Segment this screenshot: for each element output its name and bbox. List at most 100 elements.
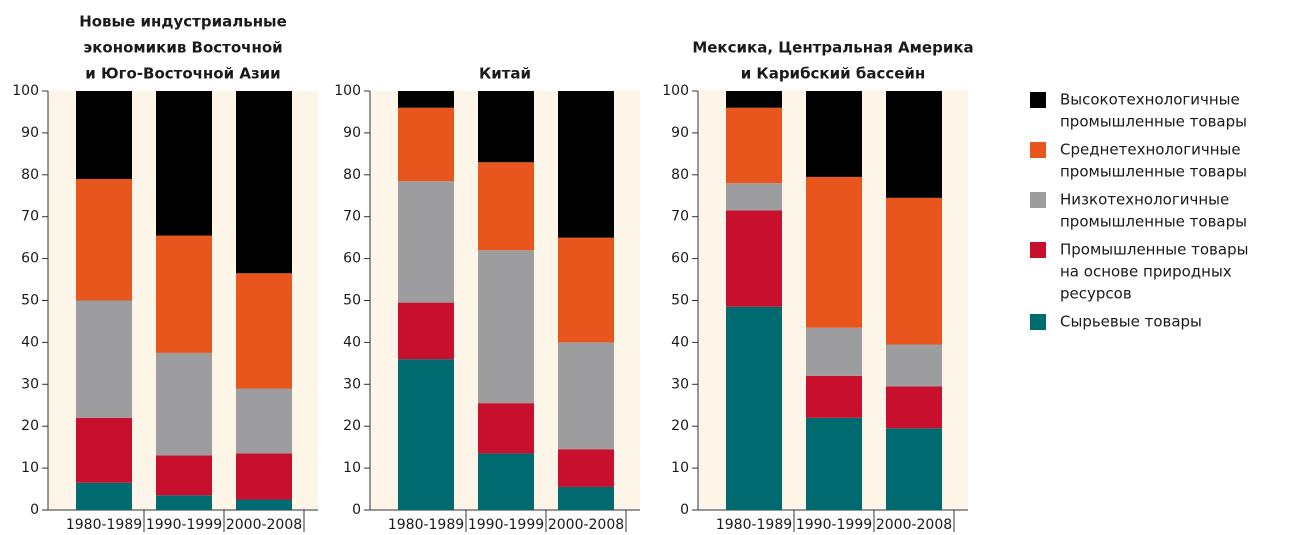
- chart-title: Китай: [479, 65, 531, 83]
- y-tick-label: 80: [21, 167, 39, 183]
- bar-segment: [558, 237, 614, 343]
- y-tick-label: 50: [671, 293, 689, 309]
- y-tick-label: 10: [21, 460, 39, 476]
- bar-segment: [156, 352, 212, 456]
- chart-title: и Карибский бассейн: [741, 65, 926, 83]
- bar-segment: [806, 375, 862, 418]
- y-tick-label: 40: [671, 334, 689, 350]
- bar-segment: [726, 107, 782, 184]
- bar-segment: [558, 91, 614, 238]
- legend-label: на основе природных: [1060, 263, 1232, 281]
- y-tick-label: 20: [343, 418, 361, 434]
- x-tick-label: 1980-1989: [388, 517, 464, 533]
- bar-segment: [886, 344, 942, 387]
- legend-label: ресурсов: [1060, 285, 1132, 303]
- y-tick-label: 10: [671, 460, 689, 476]
- bar-segment: [398, 302, 454, 360]
- x-tick-label: 2000-2008: [876, 517, 952, 533]
- bar-segment: [726, 183, 782, 211]
- legend-swatch: [1030, 192, 1046, 208]
- legend-label: Среднетехнологичные: [1060, 141, 1241, 159]
- bar-segment: [236, 499, 292, 510]
- y-tick-label: 50: [343, 293, 361, 309]
- y-tick-label: 50: [21, 293, 39, 309]
- y-tick-label: 70: [671, 209, 689, 225]
- bar-segment: [558, 449, 614, 487]
- y-tick-label: 10: [343, 460, 361, 476]
- bar-segment: [156, 91, 212, 236]
- bar-segment: [478, 91, 534, 163]
- y-tick-label: 40: [21, 334, 39, 350]
- chart-title: Мексика, Центральная Америка: [692, 39, 973, 57]
- y-tick-label: 30: [343, 376, 361, 392]
- y-tick-label: 70: [21, 209, 39, 225]
- legend-label: промышленные товары: [1060, 113, 1247, 131]
- x-tick-label: 2000-2008: [226, 517, 302, 533]
- x-tick-label: 1990-1999: [796, 517, 872, 533]
- chart-title: Новые индустриальные: [79, 13, 287, 31]
- y-tick-label: 60: [21, 251, 39, 267]
- y-tick-label: 60: [343, 251, 361, 267]
- y-tick-label: 0: [680, 502, 689, 518]
- bar-segment: [558, 342, 614, 450]
- x-tick-label: 1980-1989: [716, 517, 792, 533]
- bar-segment: [886, 428, 942, 510]
- bar-segment: [76, 417, 132, 483]
- y-tick-label: 100: [662, 83, 689, 99]
- bar-segment: [398, 359, 454, 510]
- y-tick-label: 20: [21, 418, 39, 434]
- bar-segment: [76, 178, 132, 301]
- bar-segment: [806, 91, 862, 177]
- bar-segment: [236, 273, 292, 389]
- y-tick-label: 0: [30, 502, 39, 518]
- y-tick-label: 100: [12, 83, 39, 99]
- bar-segment: [156, 235, 212, 353]
- y-tick-label: 80: [343, 167, 361, 183]
- bar-segment: [478, 453, 534, 510]
- legend-swatch: [1030, 142, 1046, 158]
- bar-segment: [236, 453, 292, 500]
- x-tick-label: 1990-1999: [468, 517, 544, 533]
- legend-label: промышленные товары: [1060, 163, 1247, 181]
- bar-segment: [726, 91, 782, 108]
- chart-title: и Юго-Восточной Азии: [85, 65, 280, 83]
- legend-label: Высокотехнологичные: [1060, 91, 1240, 109]
- bar-segment: [726, 306, 782, 510]
- bar-segment: [156, 495, 212, 510]
- chart-title: экономикив Восточной: [83, 39, 282, 57]
- x-tick-label: 1980-1989: [66, 517, 142, 533]
- legend-swatch: [1030, 92, 1046, 108]
- x-tick-label: 1990-1999: [146, 517, 222, 533]
- legend-label: Низкотехнологичные: [1060, 191, 1229, 209]
- y-tick-label: 90: [343, 125, 361, 141]
- bar-segment: [886, 197, 942, 345]
- bar-segment: [398, 107, 454, 182]
- bar-segment: [76, 482, 132, 510]
- bar-segment: [806, 327, 862, 376]
- y-tick-label: 30: [671, 376, 689, 392]
- y-tick-label: 30: [21, 376, 39, 392]
- x-tick-label: 2000-2008: [548, 517, 624, 533]
- bar-segment: [886, 386, 942, 429]
- y-tick-label: 20: [671, 418, 689, 434]
- legend-swatch: [1030, 242, 1046, 258]
- bar-segment: [558, 486, 614, 510]
- bar-segment: [236, 388, 292, 454]
- y-tick-label: 100: [334, 83, 361, 99]
- y-tick-label: 80: [671, 167, 689, 183]
- legend-label: Промышленные товары: [1060, 241, 1248, 259]
- y-tick-label: 70: [343, 209, 361, 225]
- bar-segment: [886, 91, 942, 198]
- bar-segment: [398, 91, 454, 108]
- y-tick-label: 90: [21, 125, 39, 141]
- y-tick-label: 40: [343, 334, 361, 350]
- legend-label: Сырьевые товары: [1060, 313, 1202, 331]
- bar-segment: [236, 91, 292, 274]
- y-tick-label: 60: [671, 251, 689, 267]
- y-tick-label: 0: [352, 502, 361, 518]
- bar-segment: [76, 300, 132, 418]
- bar-segment: [806, 417, 862, 510]
- bar-segment: [478, 250, 534, 404]
- y-tick-label: 90: [671, 125, 689, 141]
